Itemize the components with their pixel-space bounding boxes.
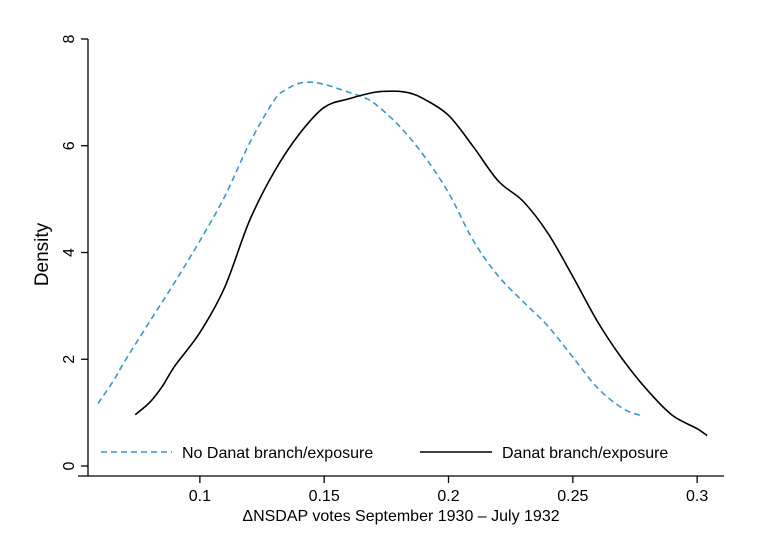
x-tick-label: 0.1 [189, 488, 211, 505]
plot-area [97, 81, 708, 437]
x-axis-ticks: 0.1 0.15 0.2 0.25 0.3 [189, 476, 708, 505]
y-tick-label: 6 [61, 141, 78, 150]
x-tick-label: 0.3 [686, 488, 708, 505]
legend-label-danat: Danat branch/exposure [502, 445, 668, 462]
no-danat-density-line [97, 81, 641, 417]
danat-density-line [134, 90, 708, 437]
axes [78, 39, 724, 477]
y-axis-ticks: 0 2 4 6 8 [61, 34, 88, 470]
y-tick-label: 2 [61, 355, 78, 364]
y-tick-label: 4 [61, 248, 78, 257]
y-axis-label: Density [32, 222, 53, 286]
x-tick-label: 0.2 [437, 488, 459, 505]
x-tick-label: 0.25 [557, 488, 588, 505]
y-tick-label: 0 [61, 461, 78, 470]
y-tick-label: 8 [61, 34, 78, 43]
legend-label-no-danat: No Danat branch/exposure [182, 445, 373, 462]
x-axis-label: ΔNSDAP votes September 1930 – July 1932 [242, 508, 559, 525]
x-tick-label: 0.15 [309, 488, 340, 505]
legend: No Danat branch/exposure Danat branch/ex… [101, 445, 668, 462]
